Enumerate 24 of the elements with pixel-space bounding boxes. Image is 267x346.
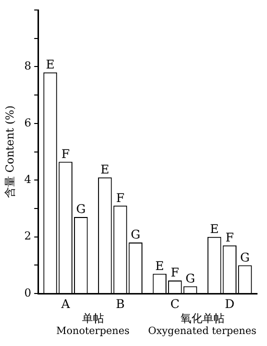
text: E (155, 258, 164, 273)
y-tick-label: 8 (24, 60, 32, 73)
text: E (100, 162, 110, 176)
y-tick-label: 6 (24, 116, 32, 130)
x-tick-label: A (60, 296, 70, 311)
x-tick-label: C (170, 296, 180, 311)
text: G (240, 250, 250, 264)
text: F (170, 266, 180, 280)
text: 单帖 Monoterpenes (56, 312, 130, 338)
series-label: F (61, 146, 70, 161)
text: F (225, 230, 234, 245)
y-tick-label: 4 (24, 173, 32, 186)
series-label: E (46, 58, 55, 72)
x-tick-label: D (224, 296, 234, 311)
y-axis-title: 含量 Content (%) (3, 106, 16, 198)
text: G (185, 271, 196, 286)
text: 氧化单帖 Oxygenated terpenes (148, 312, 256, 338)
series-label: G (76, 202, 86, 216)
text: G (130, 228, 140, 242)
text: E (210, 222, 219, 236)
x-tick-label: B (116, 296, 125, 311)
y-tick-label: 2 (24, 230, 32, 243)
text: F (116, 190, 124, 205)
y-tick-label: 0 (24, 286, 32, 300)
